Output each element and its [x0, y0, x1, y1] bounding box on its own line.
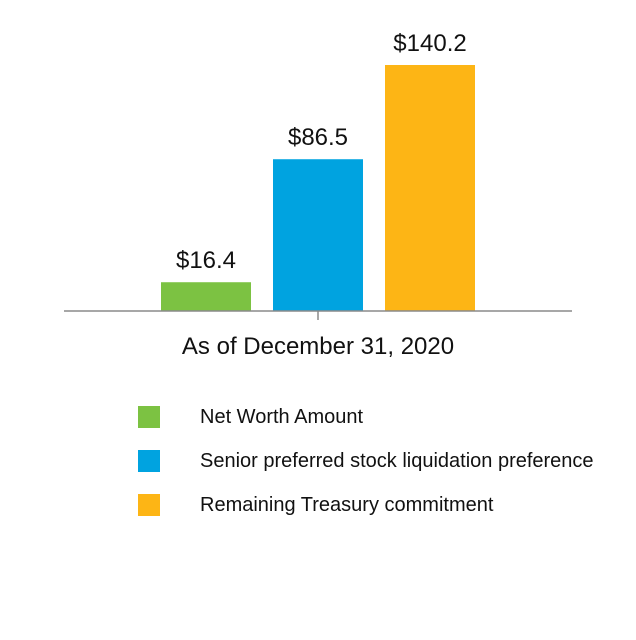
legend: Net Worth Amount Senior preferred stock … — [138, 404, 608, 536]
bar-remaining-treasury — [385, 65, 475, 311]
legend-item-remaining-treasury: Remaining Treasury commitment — [138, 492, 608, 518]
value-label-senior-preferred: $86.5 — [288, 124, 348, 151]
x-axis-category-label: As of December 31, 2020 — [182, 333, 454, 360]
legend-item-net-worth: Net Worth Amount — [138, 404, 608, 430]
legend-swatch-senior-preferred — [138, 450, 160, 472]
bar-chart: $16.4 $86.5 $140.2 As of December 31, 2020 — [64, 30, 572, 360]
bars-group — [161, 65, 475, 311]
value-label-remaining-treasury: $140.2 — [393, 30, 466, 57]
bar-senior-preferred — [273, 159, 363, 311]
value-label-net-worth: $16.4 — [176, 247, 236, 274]
value-labels-group: $16.4 $86.5 $140.2 — [176, 30, 467, 274]
legend-item-senior-preferred: Senior preferred stock liquidation prefe… — [138, 448, 608, 474]
legend-swatch-net-worth — [138, 406, 160, 428]
legend-label-senior-preferred: Senior preferred stock liquidation prefe… — [200, 450, 594, 472]
legend-swatch-remaining-treasury — [138, 494, 160, 516]
bar-net-worth — [161, 282, 251, 311]
legend-label-remaining-treasury: Remaining Treasury commitment — [200, 494, 494, 516]
legend-label-net-worth: Net Worth Amount — [200, 406, 364, 428]
